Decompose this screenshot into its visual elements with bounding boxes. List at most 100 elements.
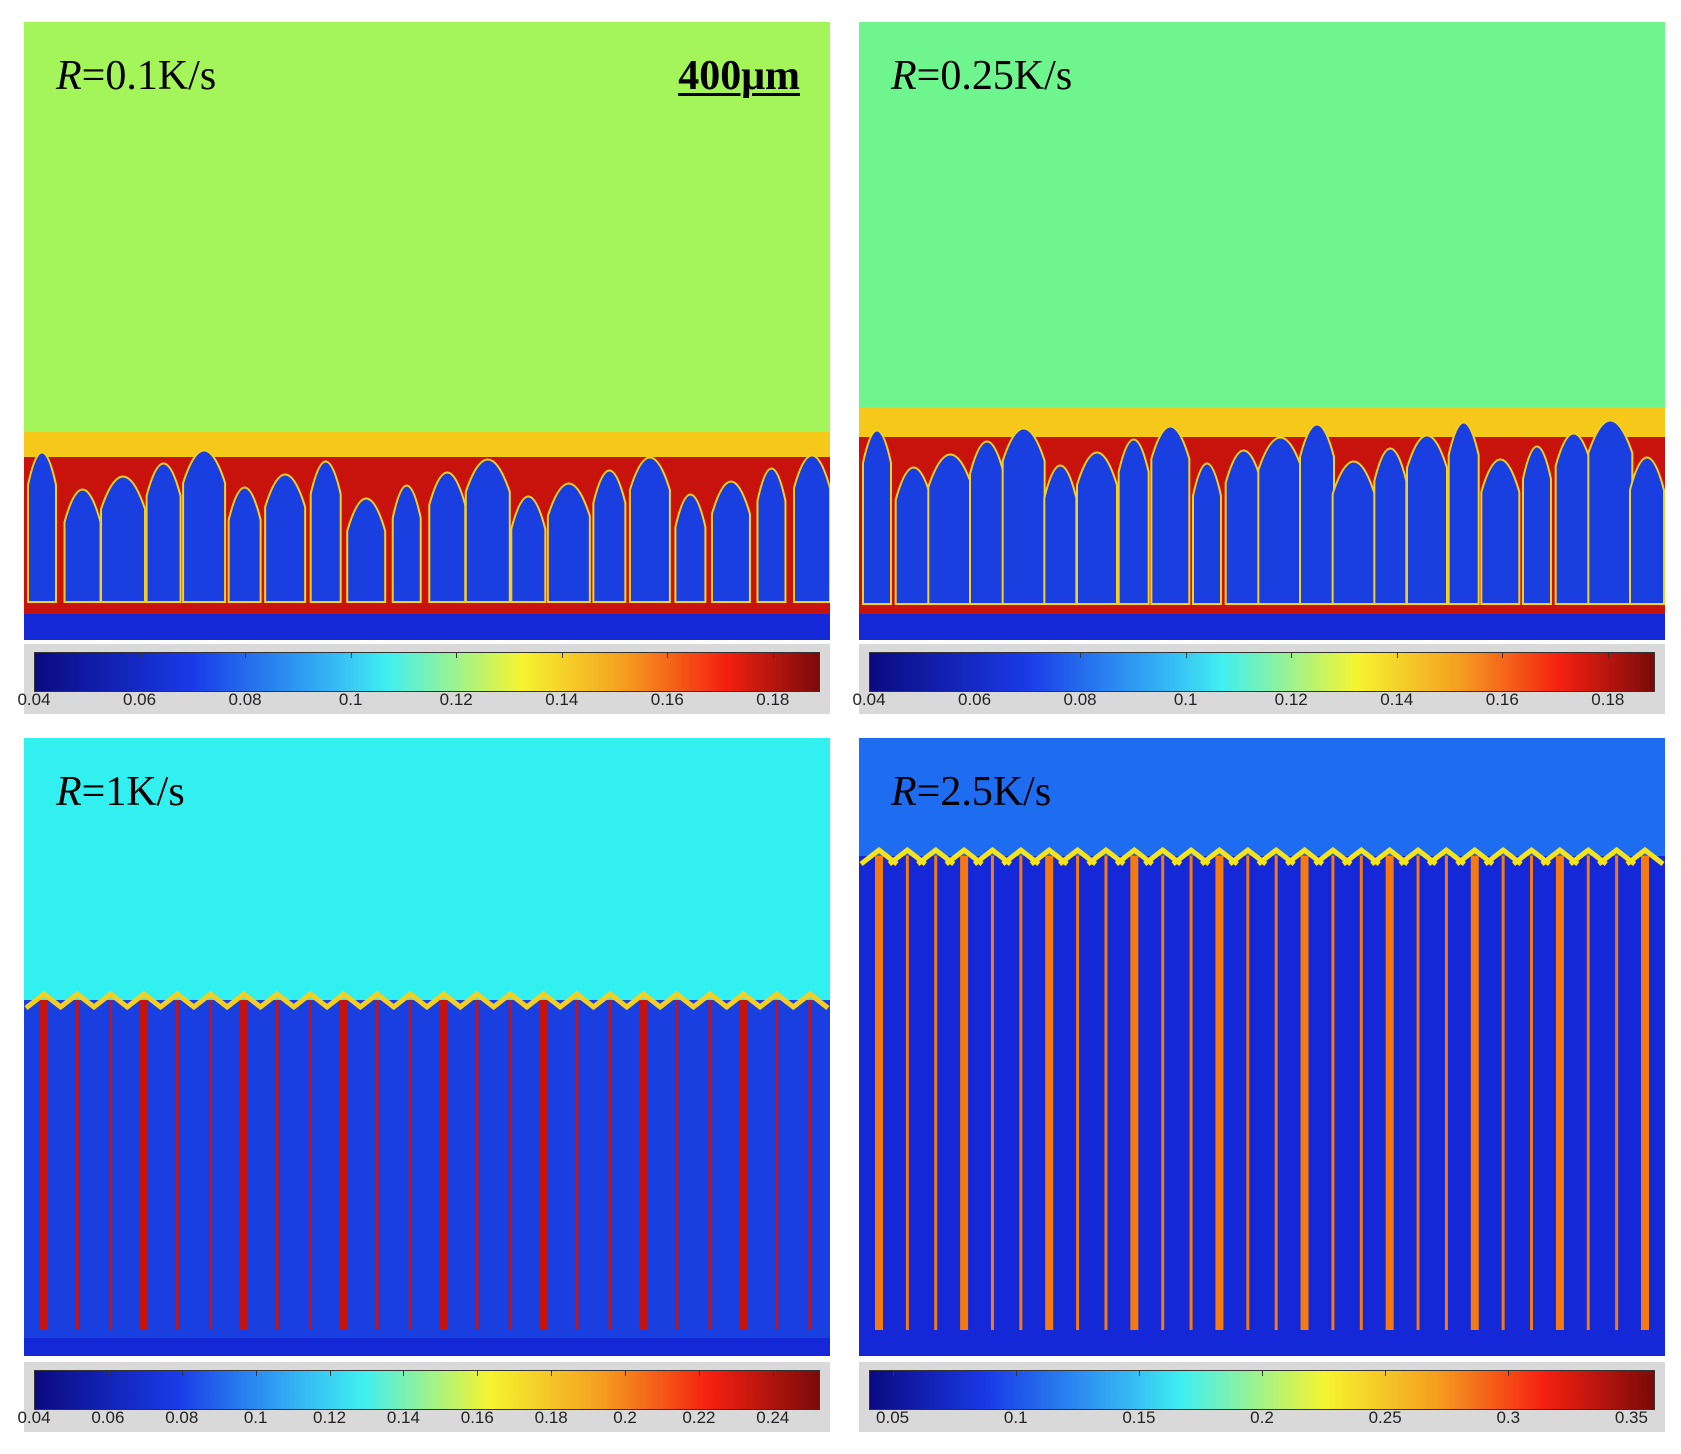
- colorbar-tick-mark: [456, 652, 458, 658]
- colorbar-tick-mark: [403, 1370, 405, 1376]
- colorbar-tick-label: 0.16: [650, 690, 684, 709]
- colorbar-ticks-c: 0.04 0.06 0.08 0.1 0.12 0.14 0.16 0.18 0.2 0.22 0.…: [17, 1362, 830, 1432]
- colorbar-tick-mark: [350, 652, 352, 658]
- dendrite: [1406, 434, 1448, 605]
- dendrite: [510, 495, 547, 603]
- dendrite: [1373, 447, 1408, 605]
- colorbar-tick-label: 0.16: [460, 1408, 494, 1427]
- dendrite: [264, 473, 307, 603]
- dendrite-tip: [224, 990, 264, 1010]
- dendrite: [756, 467, 787, 603]
- colorbar-tick-label: 0.25: [1368, 1408, 1402, 1427]
- dendrite: [309, 460, 342, 603]
- colorbar-tick-label: 0.18: [756, 690, 790, 709]
- colorbar-tick-label: 0.16: [1485, 690, 1519, 709]
- dendrite: [927, 453, 974, 605]
- dendrite-tip: [1341, 846, 1381, 866]
- dendrite: [969, 440, 1005, 605]
- colorbar-tick-mark: [1080, 652, 1082, 658]
- dendrite: [1224, 449, 1263, 605]
- dendrite-tip: [91, 990, 131, 1010]
- colorbar-tick-mark: [477, 1370, 479, 1376]
- colorbar-tick-mark: [1262, 1370, 1263, 1376]
- dendrite-tip: [57, 990, 97, 1010]
- panel-d: R=2.5K/s 0.05 0.1 0.15 0.2 0.25 0.3 0.35: [859, 738, 1665, 1432]
- dendrite-tip: [657, 990, 697, 1010]
- colorbar-tick-label: 0.24: [756, 1408, 790, 1427]
- dendrite: [227, 486, 262, 603]
- dendrite-tip: [457, 990, 497, 1010]
- dendrite: [1076, 451, 1118, 605]
- dendrite: [428, 471, 467, 603]
- colorbar-tick-label: 0.08: [165, 1408, 199, 1427]
- dendrite: [1522, 445, 1552, 605]
- dendrite-tip: [859, 846, 899, 866]
- dendrite-tip: [390, 990, 430, 1010]
- dendrite-tip: [1455, 846, 1495, 866]
- dendrite: [1192, 462, 1222, 605]
- dendrite: [1447, 421, 1480, 605]
- dendrite-tip: [757, 990, 797, 1010]
- colorbar-tick-mark: [1185, 652, 1187, 658]
- colorbar-tick-label: 0.04: [17, 690, 51, 709]
- dendrite: [27, 451, 57, 603]
- panel-b: R=0.25K/s 0.04 0.06 0.08 0.1 0.12 0.14 0.16 0.1…: [852, 22, 1665, 714]
- colorbar-tick-label: 0.1: [1003, 1408, 1028, 1427]
- colorbar-tick-label: 0.1: [243, 1408, 268, 1427]
- dendrite: [1117, 438, 1150, 605]
- dendrite-tip: [1285, 846, 1325, 866]
- simulation-field-c: [24, 738, 830, 1356]
- solid-base-b: [859, 614, 1665, 640]
- dendrite: [1587, 419, 1634, 605]
- colorbar-tick-mark: [892, 1370, 894, 1376]
- dendrite-tip: [1228, 846, 1268, 866]
- dendrite: [346, 497, 387, 603]
- dendrite: [391, 484, 422, 603]
- dendrite-tip: [557, 990, 597, 1010]
- colorbar-tick-mark: [698, 1370, 700, 1376]
- colorbar-gradient-a: [34, 652, 820, 692]
- dendrite-tip: [1398, 846, 1438, 866]
- dendrite: [1554, 432, 1593, 605]
- dendrite-tip: [723, 990, 763, 1010]
- colorbar-tick-mark: [974, 652, 976, 658]
- colorbar-tick-label: 0.12: [439, 690, 473, 709]
- dendrite: [894, 466, 933, 605]
- dendrite: [100, 475, 147, 603]
- colorbar-tick-label: 0.2: [613, 1408, 637, 1427]
- dendrite: [710, 480, 751, 603]
- solid-base-a: [24, 614, 830, 640]
- colorbar-tick-label: 0.06: [123, 690, 157, 709]
- colorbar-tick-mark: [772, 1370, 774, 1376]
- colorbar-tick-label: 0.08: [228, 690, 262, 709]
- colorbar-tick-label: 0.14: [386, 1408, 420, 1427]
- dendrite-tip: [290, 990, 330, 1010]
- rate-label-b: R=0.25K/s: [891, 53, 1073, 99]
- dendrite-tip: [257, 990, 297, 1010]
- dendrite-tip: [490, 990, 530, 1010]
- simulation-field-d: [859, 738, 1665, 1356]
- colorbar-tick-mark: [772, 652, 774, 658]
- colorbar-tick-mark: [107, 1370, 109, 1376]
- colorbar-tick-label: 0.14: [1380, 690, 1414, 709]
- scale-bar: 400μm: [678, 53, 800, 99]
- dendrite-tip: [1370, 846, 1410, 866]
- colorbar-b: 0.04 0.06 0.08 0.1 0.12 0.14 0.16 0.18: [852, 644, 1665, 714]
- colorbar-tick-label: 0.12: [1274, 690, 1308, 709]
- colorbar-tick-mark: [255, 1370, 257, 1376]
- solid-base-c: [24, 1338, 830, 1356]
- rate-label-c: R=1K/s: [56, 769, 185, 815]
- colorbar-ticks-d: 0.05 0.1 0.15 0.2 0.25 0.3 0.35: [859, 1362, 1665, 1432]
- dendrite-tip: [1483, 846, 1523, 866]
- colorbar-d: 0.05 0.1 0.15 0.2 0.25 0.3 0.35: [859, 1362, 1665, 1432]
- dendrites-b: [862, 419, 1665, 605]
- colorbar-gradient-b: [869, 652, 1655, 692]
- colorbar-tick-label: 0.2: [1250, 1408, 1274, 1427]
- dendrite-tip: [1568, 846, 1608, 866]
- dendrite-tip: [1029, 846, 1069, 866]
- colorbar-tick-mark: [551, 1370, 553, 1376]
- panel-a: R=0.1K/s 400μm 0.04 0.06 0.08 0.1 0.12 0.14 0.…: [17, 22, 830, 714]
- colorbar-gradient-d: [869, 1370, 1655, 1410]
- colorbar-tick-mark: [1508, 1370, 1510, 1376]
- colorbar-c: 0.04 0.06 0.08 0.1 0.12 0.14 0.16 0.18 0.2 0.22 0.…: [17, 1362, 830, 1432]
